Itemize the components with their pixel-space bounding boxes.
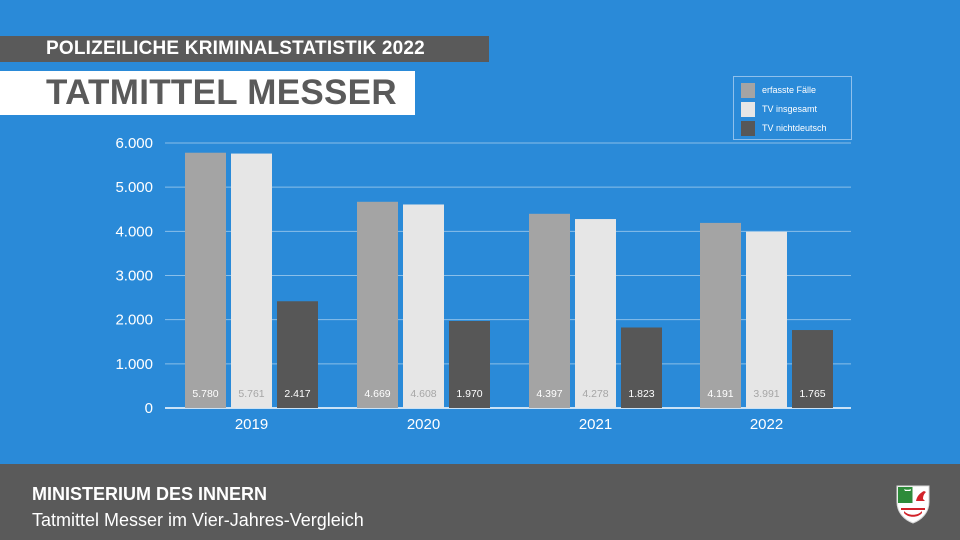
x-tick-label: 2022 — [750, 416, 783, 433]
footer-ministry: MINISTERIUM DES INNERN — [32, 484, 268, 504]
bar — [403, 204, 444, 408]
data-label: 3.991 — [753, 388, 779, 400]
bar — [185, 152, 226, 408]
x-tick-label: 2020 — [407, 416, 440, 433]
bar-chart: 0 1.000 2.000 3.000 4.000 5.000 6.000 5.780 5.76… — [115, 135, 851, 433]
bar — [792, 330, 833, 408]
y-tick-label: 5.000 — [115, 179, 153, 196]
legend: erfasste Fälle TV insgesamt TV nichtdeut… — [733, 76, 852, 140]
data-label: 4.191 — [707, 388, 733, 400]
bar — [231, 153, 272, 408]
bar — [529, 213, 570, 408]
legend-label-erfasste-faelle: erfasste Fälle — [762, 85, 817, 95]
bar — [746, 231, 787, 408]
y-tick-label: 3.000 — [115, 268, 153, 285]
data-label: 5.761 — [238, 388, 264, 400]
legend-item-erfasste-faelle: erfasste Fälle — [741, 82, 816, 98]
nrw-crest-icon — [896, 485, 930, 524]
legend-swatch-tv-insgesamt — [741, 101, 755, 117]
y-tick-label: 0 — [145, 400, 153, 417]
bar — [277, 301, 318, 408]
bar — [621, 327, 662, 408]
data-label: 4.608 — [410, 388, 436, 400]
footer-subtitle: Tatmittel Messer im Vier-Jahres-Vergleic… — [32, 510, 364, 530]
bar — [575, 219, 616, 408]
chart-kicker: POLIZEILICHE KRIMINALSTATISTIK 2022 — [0, 36, 489, 62]
data-label: 4.278 — [582, 388, 608, 400]
legend-item-tv-nichtdeutsch: TV nichtdeutsch — [741, 120, 827, 136]
chart-title: TATMITTEL MESSER — [0, 71, 415, 115]
data-label: 1.765 — [799, 388, 825, 400]
y-tick-label: 2.000 — [115, 312, 153, 329]
legend-item-tv-insgesamt: TV insgesamt — [741, 101, 817, 117]
bar — [449, 320, 490, 408]
x-tick-label: 2019 — [235, 416, 268, 433]
legend-label-tv-nichtdeutsch: TV nichtdeutsch — [762, 123, 827, 133]
legend-label-tv-insgesamt: TV insgesamt — [762, 104, 818, 114]
data-label: 2.417 — [284, 388, 310, 400]
data-label: 4.669 — [364, 388, 390, 400]
footer: MINISTERIUM DES INNERN Tatmittel Messer … — [0, 464, 960, 540]
data-label: 1.823 — [628, 388, 654, 400]
y-tick-label: 4.000 — [115, 223, 153, 240]
legend-swatch-erfasste-faelle — [741, 82, 755, 98]
data-label: 5.780 — [192, 388, 218, 400]
y-tick-label: 1.000 — [115, 356, 153, 373]
x-tick-label: 2021 — [579, 416, 612, 433]
y-tick-label: 6.000 — [115, 135, 153, 152]
bar — [357, 201, 398, 408]
data-label: 1.970 — [456, 388, 482, 400]
legend-swatch-tv-nichtdeutsch — [741, 120, 755, 136]
bar — [700, 222, 741, 408]
data-label: 4.397 — [536, 388, 562, 400]
